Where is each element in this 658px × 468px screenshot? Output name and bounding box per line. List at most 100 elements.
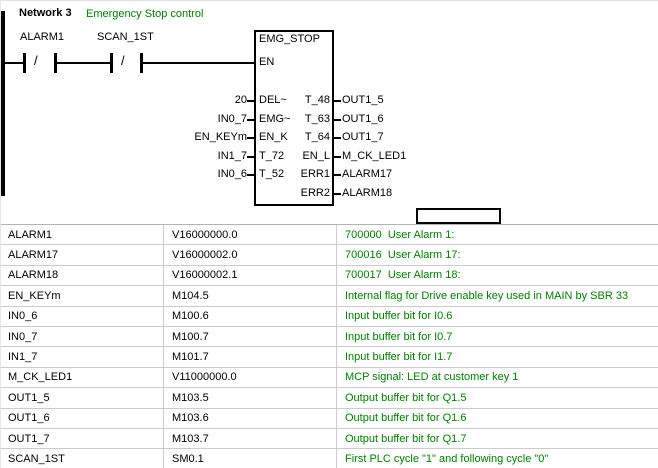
emg-stop-block[interactable]: [254, 30, 334, 206]
symbol-table-row[interactable]: EN_KEYm M104.5 Internal flag for Drive e…: [1, 286, 658, 307]
block-input-operand[interactable]: IN0_6: [217, 168, 247, 180]
block-output-operand[interactable]: ALARM18: [342, 187, 393, 199]
network-title[interactable]: Emergency Stop control: [86, 8, 204, 20]
symbol-table-row[interactable]: OUT1_6 M103.6 Output buffer bit for Q1.6: [1, 408, 658, 429]
wire-segment: [143, 62, 254, 64]
pin-connector: [247, 137, 254, 139]
wire-segment: [5, 62, 23, 64]
comment-cell: 700016 User Alarm 17:: [336, 245, 658, 265]
comment-cell: Internal flag for Drive enable key used …: [336, 286, 658, 306]
block-output-operand[interactable]: OUT1_7: [342, 131, 384, 143]
symbol-table-row[interactable]: IN1_7 M101.7 Input buffer bit for I1.7: [1, 347, 658, 368]
address-cell: V16000002.0: [163, 245, 336, 265]
pin-connector: [247, 156, 254, 158]
symbol-cell: OUT1_5: [8, 391, 50, 404]
network-number-label: Network 3: [19, 7, 72, 19]
block-input-operand[interactable]: EN_KEYm: [194, 131, 247, 143]
nc-slash-icon: /: [121, 53, 125, 68]
contact-bar: [140, 53, 143, 73]
symbol-cell: ALARM18: [8, 269, 59, 282]
block-output-operand[interactable]: ALARM17: [342, 168, 393, 180]
block-output-operand[interactable]: M_CK_LED1: [342, 150, 407, 162]
comment-cell: MCP signal: LED at customer key 1: [336, 367, 658, 388]
pin-connector: [247, 119, 254, 121]
comment-cell: Input buffer bit for I1.7: [336, 347, 658, 367]
symbol-table: ALARM1 V16000000.0 700000 User Alarm 1: …: [1, 224, 658, 468]
power-rail: [1, 11, 5, 196]
block-pin-right: EN_L: [302, 150, 330, 162]
comment-cell: 700000 User Alarm 1:: [336, 225, 658, 245]
symbol-cell: OUT1_7: [8, 432, 50, 445]
comment-cell: First PLC cycle "1" and following cycle …: [336, 449, 658, 468]
address-cell: V16000002.1: [163, 265, 336, 286]
comment-cell: Output buffer bit for Q1.6: [336, 408, 658, 428]
symbol-cell: SCAN_1ST: [8, 452, 65, 465]
block-title: EMG_STOP: [259, 33, 320, 45]
symbol-table-row[interactable]: ALARM18 V16000002.1 700017 User Alarm 18…: [1, 265, 658, 287]
pin-connector: [334, 119, 341, 121]
wire-segment: [57, 62, 110, 64]
symbol-cell: EN_KEYm: [8, 289, 61, 302]
en-pin-label: EN: [259, 56, 275, 68]
address-cell: V16000000.0: [163, 225, 336, 245]
symbol-cell: ALARM17: [8, 249, 59, 262]
symbol-table-row[interactable]: ALARM1 V16000000.0 700000 User Alarm 1:: [1, 225, 658, 246]
block-pin-right: ERR1: [300, 168, 330, 180]
block-pin-left: T_52: [259, 168, 285, 180]
pin-connector: [247, 100, 254, 102]
pin-connector: [334, 174, 341, 176]
block-output-operand[interactable]: OUT1_5: [342, 94, 384, 106]
address-cell: M104.5: [163, 286, 336, 306]
address-cell: M103.7: [163, 428, 336, 449]
symbol-table-row[interactable]: IN0_6 M100.6 Input buffer bit for I0.6: [1, 306, 658, 327]
address-cell: M100.6: [163, 306, 336, 326]
comment-cell: 700017 User Alarm 18:: [336, 265, 658, 286]
pin-connector: [334, 156, 341, 158]
blank-input-box[interactable]: [416, 208, 501, 224]
contact-label: ALARM1: [20, 31, 65, 43]
block-pin-left: DEL~: [259, 94, 287, 106]
block-pin-right: T_63: [304, 113, 330, 125]
block-pin-right: T_48: [304, 94, 330, 106]
block-pin-right: T_64: [304, 131, 330, 143]
block-pin-left: T_72: [259, 150, 285, 162]
symbol-cell: OUT1_6: [8, 412, 50, 425]
address-cell: M100.7: [163, 326, 336, 347]
symbol-table-row[interactable]: SCAN_1ST SM0.1 First PLC cycle "1" and f…: [1, 449, 658, 468]
contact-bar: [54, 53, 57, 73]
contact-bar: [110, 53, 113, 73]
symbol-table-row[interactable]: IN0_7 M100.7 Input buffer bit for I0.7: [1, 326, 658, 348]
block-input-operand[interactable]: IN1_7: [217, 150, 247, 162]
block-pin-left: EMG~: [259, 113, 291, 125]
symbol-cell: IN1_7: [8, 351, 38, 364]
comment-cell: Output buffer bit for Q1.5: [336, 388, 658, 408]
pin-connector: [334, 193, 341, 195]
pin-connector: [334, 137, 341, 139]
address-cell: M103.6: [163, 408, 336, 428]
block-input-operand[interactable]: IN0_7: [217, 113, 247, 125]
block-pin-left: EN_K: [259, 131, 288, 143]
symbol-cell: IN0_7: [8, 330, 38, 343]
address-cell: SM0.1: [163, 449, 336, 468]
symbol-table-row[interactable]: OUT1_5 M103.5 Output buffer bit for Q1.5: [1, 388, 658, 409]
symbol-table-row[interactable]: M_CK_LED1 V11000000.0 MCP signal: LED at…: [1, 367, 658, 389]
contact-bar: [23, 53, 26, 73]
symbol-table-row[interactable]: OUT1_7 M103.7 Output buffer bit for Q1.7: [1, 428, 658, 450]
contact-label: SCAN_1ST: [97, 31, 154, 43]
comment-cell: Input buffer bit for I0.6: [336, 306, 658, 326]
address-cell: M103.5: [163, 388, 336, 408]
comment-cell: Input buffer bit for I0.7: [336, 326, 658, 347]
comment-cell: Output buffer bit for Q1.7: [336, 428, 658, 449]
symbol-cell: ALARM1: [8, 228, 53, 241]
block-output-operand[interactable]: OUT1_6: [342, 113, 384, 125]
address-cell: V11000000.0: [163, 367, 336, 388]
address-cell: M101.7: [163, 347, 336, 367]
block-input-operand[interactable]: 20: [234, 94, 247, 106]
block-pin-right: ERR2: [300, 187, 330, 199]
symbol-table-row[interactable]: ALARM17 V16000002.0 700016 User Alarm 17…: [1, 245, 658, 266]
pin-connector: [247, 174, 254, 176]
symbol-cell: IN0_6: [8, 310, 38, 323]
pin-connector: [334, 100, 341, 102]
nc-slash-icon: /: [34, 53, 38, 68]
